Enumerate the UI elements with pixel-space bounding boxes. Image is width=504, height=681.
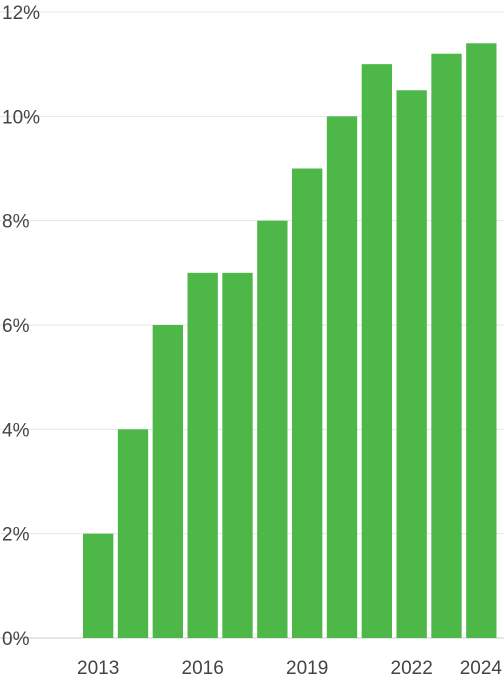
- y-tick-label: 4%: [2, 420, 30, 441]
- y-tick-label: 12%: [2, 3, 40, 24]
- y-tick-label: 10%: [2, 107, 40, 128]
- bar-2024: [466, 43, 497, 639]
- x-tick-label: 2013: [77, 658, 119, 679]
- y-axis: 0% 2% 4% 6% 8% 10% 12%: [2, 3, 40, 650]
- bar-2014: [117, 429, 149, 638]
- x-tick-label: 2016: [182, 658, 224, 679]
- bar-2019: [292, 168, 323, 638]
- y-tick-label: 0%: [2, 629, 30, 650]
- x-tick-label: 2019: [286, 658, 328, 679]
- x-axis: 2013 2016 2019 2022 2024: [77, 658, 502, 679]
- bar-2017: [222, 272, 253, 638]
- x-tick-label: 2022: [391, 658, 433, 679]
- y-tick-label: 2%: [2, 525, 30, 546]
- bar-2016: [187, 272, 218, 638]
- bars: [83, 43, 497, 639]
- bar-2015: [152, 325, 183, 638]
- bar-2013: [83, 533, 114, 638]
- x-tick-label: 2024: [460, 658, 503, 679]
- bar-2020: [326, 116, 358, 639]
- bar-2022: [396, 90, 427, 638]
- bar-2021: [361, 64, 392, 638]
- bar-2023: [431, 53, 462, 638]
- bar-2018: [257, 220, 288, 638]
- y-tick-label: 8%: [2, 212, 30, 233]
- y-tick-label: 6%: [2, 316, 30, 337]
